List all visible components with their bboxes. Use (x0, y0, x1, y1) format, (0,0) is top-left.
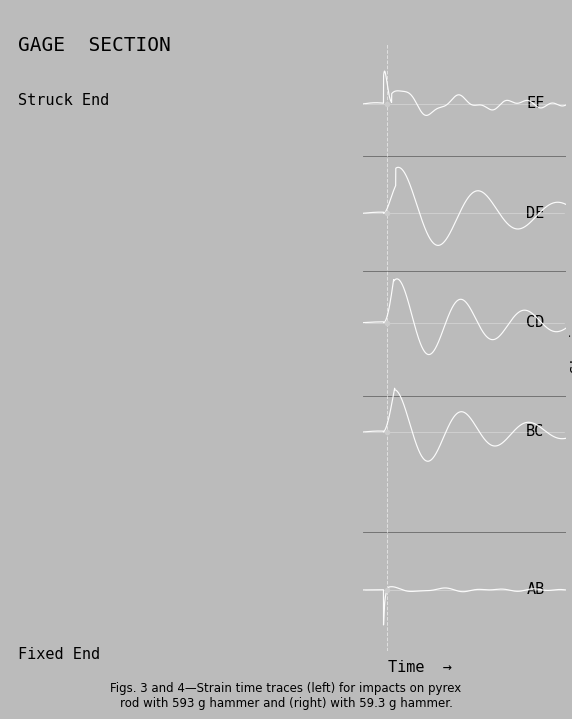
Text: CD: CD (526, 315, 545, 330)
Text: Struck End: Struck End (18, 93, 109, 109)
Text: GAGE  SECTION: GAGE SECTION (18, 36, 171, 55)
Text: BC: BC (526, 424, 545, 439)
Text: Strain: Strain (569, 322, 572, 372)
Text: Figs. 3 and 4—Strain time traces (left) for impacts on pyrex
rod with 593 g hamm: Figs. 3 and 4—Strain time traces (left) … (110, 682, 462, 710)
Text: DE: DE (526, 206, 545, 221)
Text: EF: EF (526, 96, 545, 111)
Text: Fixed End: Fixed End (18, 647, 100, 662)
Text: AB: AB (526, 582, 545, 597)
Text: Time  →: Time → (388, 660, 451, 674)
